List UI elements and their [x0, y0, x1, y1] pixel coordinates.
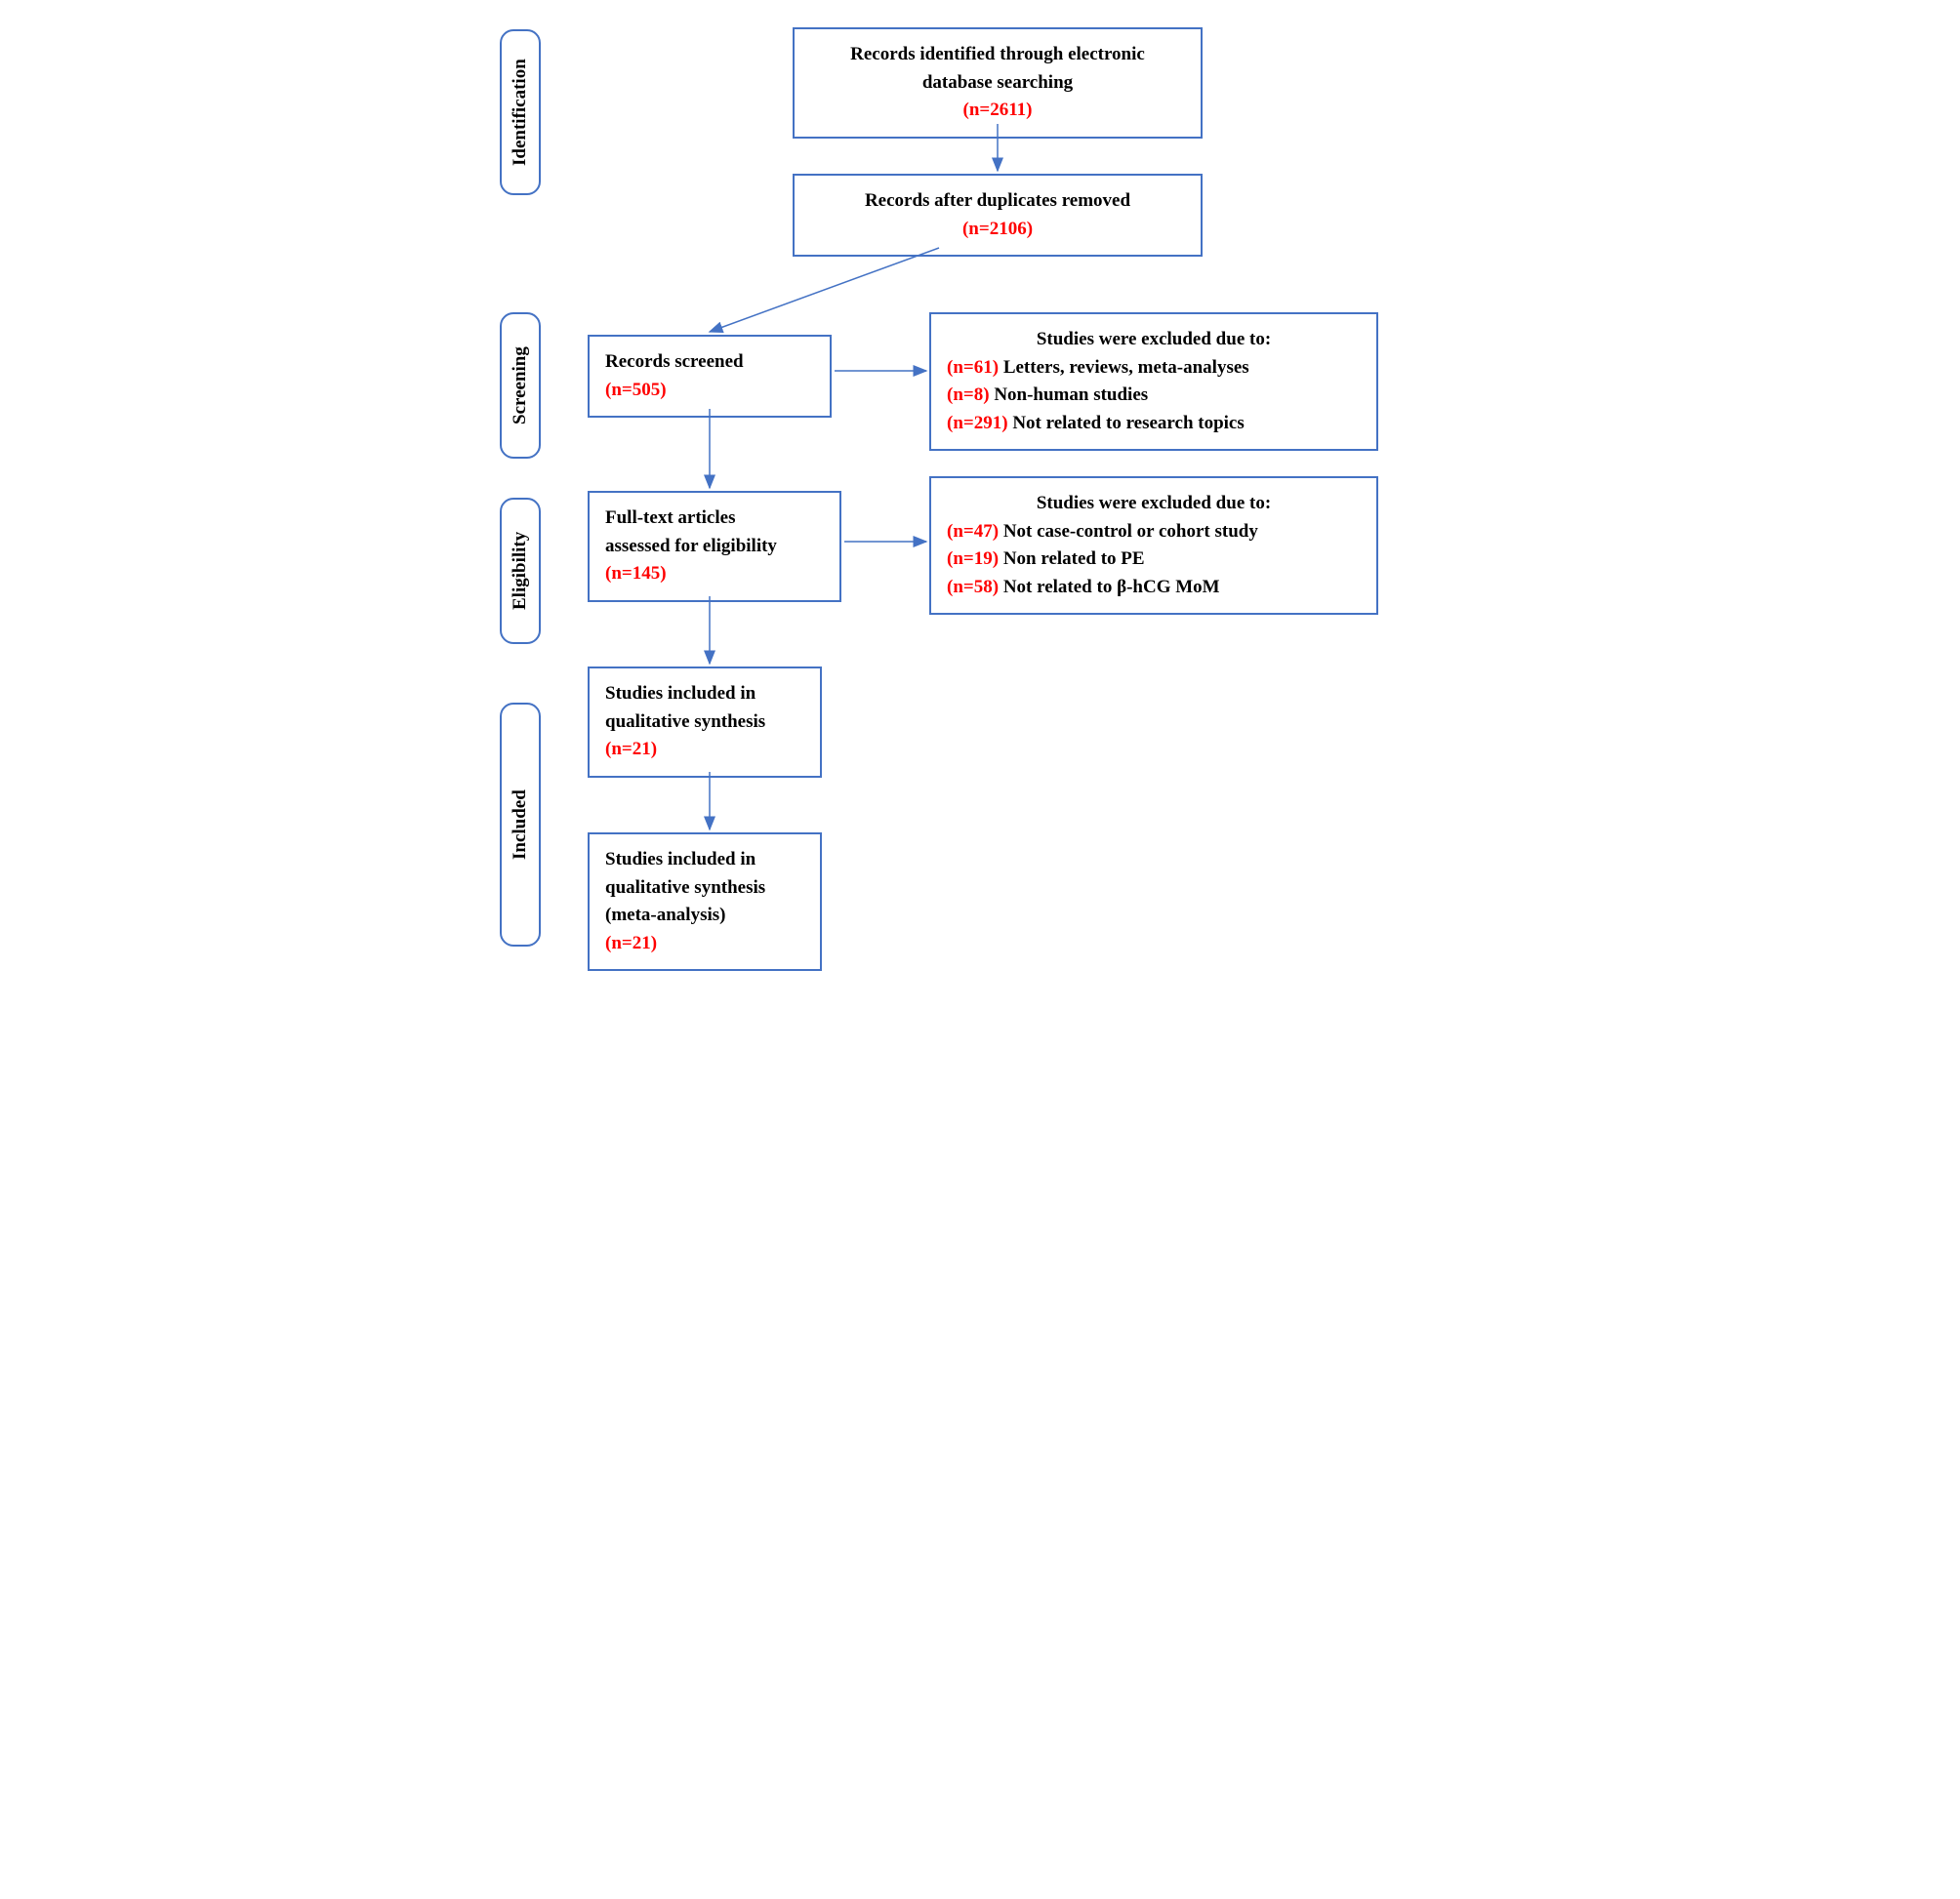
- exclusion-item: (n=8) Non-human studies: [947, 382, 1361, 410]
- stage-identification: Identification: [500, 29, 541, 195]
- exclusion-text: Not related to research topics: [1008, 413, 1245, 433]
- exclusion-count: (n=291): [947, 413, 1008, 433]
- exclusion-count: (n=47): [947, 521, 999, 542]
- stage-eligibility: Eligibility: [500, 498, 541, 644]
- exclusion-item: (n=291) Not related to research topics: [947, 410, 1361, 438]
- exclusion-item: (n=58) Not related to β-hCG MoM: [947, 574, 1361, 602]
- box-text: Full-text articles: [605, 507, 735, 528]
- exclusion-text: Not case-control or cohort study: [999, 521, 1258, 542]
- box-qualitative-synthesis: Studies included in qualitative synthesi…: [588, 667, 822, 778]
- exclusion-text: Not related to β-hCG MoM: [999, 577, 1220, 597]
- box-text: Records screened: [605, 351, 744, 372]
- box-count: (n=145): [605, 563, 667, 584]
- exclusion-count: (n=61): [947, 357, 999, 378]
- exclusion-text: Non-human studies: [990, 384, 1149, 405]
- box-count: (n=505): [605, 380, 667, 400]
- exclusion-item: (n=61) Letters, reviews, meta-analyses: [947, 354, 1361, 383]
- box-count: (n=21): [605, 739, 657, 759]
- box-text: database searching: [922, 72, 1073, 93]
- box-text: assessed for eligibility: [605, 536, 777, 556]
- box-text: Records after duplicates removed: [865, 190, 1130, 211]
- box-exclusion-eligibility: Studies were excluded due to: (n=47) Not…: [929, 476, 1378, 615]
- box-text: Studies included in: [605, 683, 755, 704]
- exclusion-title: Studies were excluded due to:: [947, 490, 1361, 518]
- box-text: (meta-analysis): [605, 905, 725, 925]
- prisma-flowchart: Identification Screening Eligibility Inc…: [490, 20, 1470, 969]
- box-records-screened: Records screened (n=505): [588, 335, 832, 418]
- box-fulltext-assessed: Full-text articles assessed for eligibil…: [588, 491, 841, 602]
- stage-screening: Screening: [500, 312, 541, 459]
- box-text: Records identified through electronic: [850, 44, 1145, 64]
- exclusion-count: (n=19): [947, 548, 999, 569]
- stage-included: Included: [500, 703, 541, 947]
- box-text: Studies included in: [605, 849, 755, 869]
- exclusion-item: (n=19) Non related to PE: [947, 545, 1361, 574]
- box-exclusion-screening: Studies were excluded due to: (n=61) Let…: [929, 312, 1378, 451]
- box-text: qualitative synthesis: [605, 711, 765, 732]
- box-count: (n=2106): [962, 219, 1033, 239]
- exclusion-count: (n=58): [947, 577, 999, 597]
- box-text: qualitative synthesis: [605, 877, 765, 898]
- exclusion-item: (n=47) Not case-control or cohort study: [947, 518, 1361, 546]
- exclusion-title: Studies were excluded due to:: [947, 326, 1361, 354]
- exclusion-text: Letters, reviews, meta-analyses: [999, 357, 1249, 378]
- box-count: (n=2611): [963, 100, 1033, 120]
- box-records-identified: Records identified through electronic da…: [793, 27, 1203, 139]
- box-count: (n=21): [605, 933, 657, 953]
- box-after-duplicates: Records after duplicates removed (n=2106…: [793, 174, 1203, 257]
- exclusion-text: Non related to PE: [999, 548, 1145, 569]
- box-meta-analysis: Studies included in qualitative synthesi…: [588, 832, 822, 971]
- exclusion-count: (n=8): [947, 384, 990, 405]
